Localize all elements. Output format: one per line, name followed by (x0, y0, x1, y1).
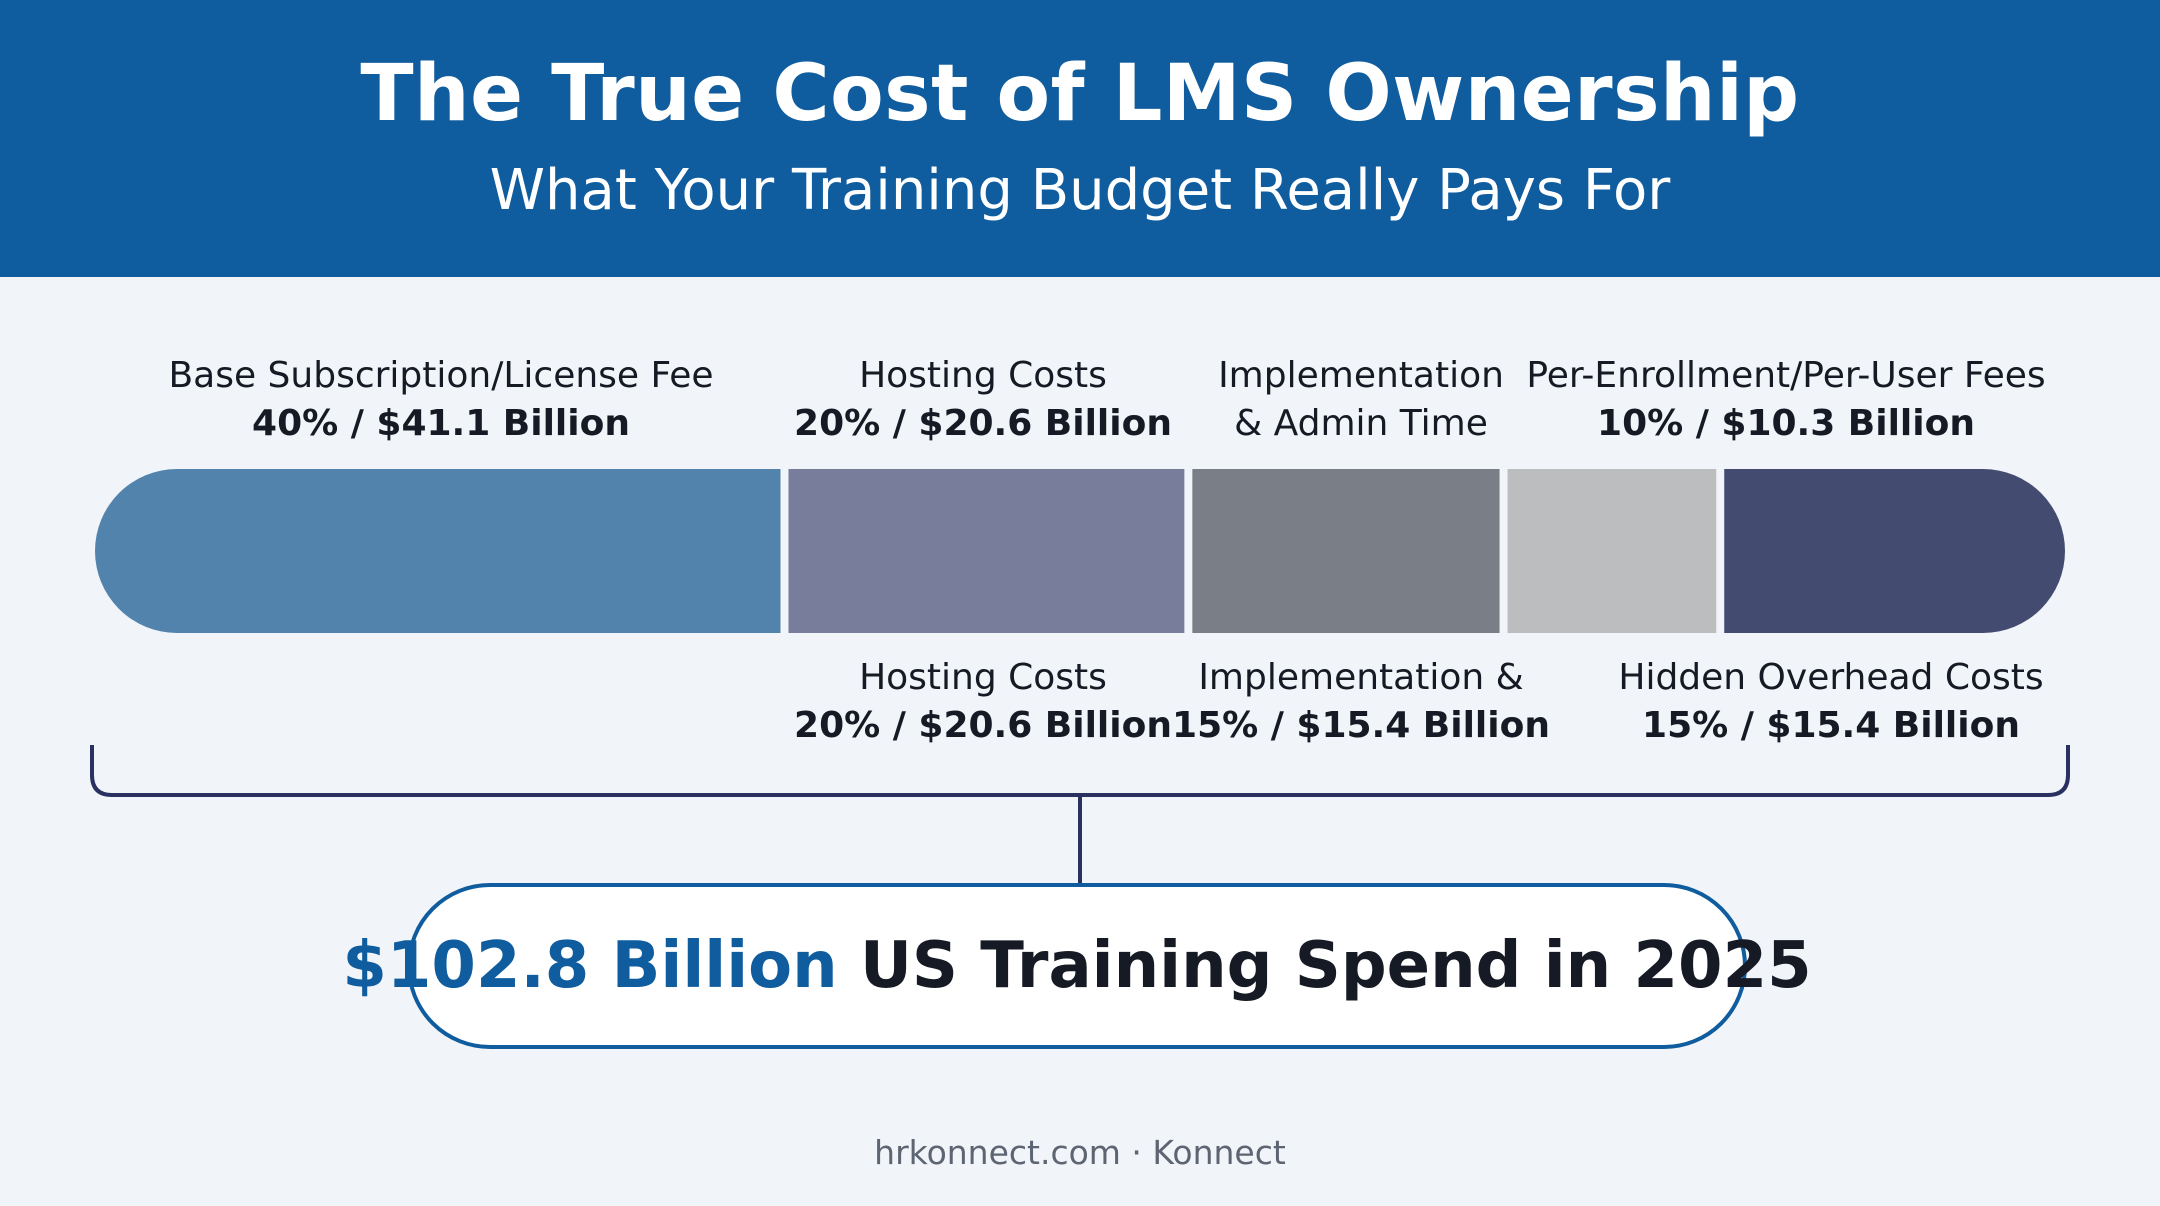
label-name: Per-Enrollment/Per-User Fees (1526, 355, 2046, 396)
total-amount: $102.8 Billion (342, 929, 838, 1003)
label-value: 40% / $41.1 Billion (252, 403, 630, 444)
label-value: 15% / $15.4 Billion (1642, 705, 2020, 746)
bar-segment-3 (1192, 469, 1500, 633)
bar-segment-4 (1507, 469, 1717, 633)
total-description: US Training Spend in 2025 (838, 929, 1812, 1003)
bar-segment-5 (1724, 469, 2065, 633)
total-bracket (90, 745, 2070, 797)
label-name: Base Subscription/License Fee (168, 355, 714, 396)
footer-credit: hrkonnect.com · Konnect (874, 1133, 1286, 1172)
label-bottom-implementation: Implementation & 15% / $15.4 Billion (1171, 654, 1551, 750)
label-top-per-enrollment: Per-Enrollment/Per-User Fees 10% / $10.3… (1526, 352, 2046, 448)
page-subtitle: What Your Training Budget Really Pays Fo… (489, 158, 1671, 223)
bar-segment-2 (788, 469, 1185, 633)
total-text: US Training Spend in 2025 (859, 929, 1812, 1003)
label-name: Implementation & (1198, 657, 1524, 698)
total-spend-pill: $102.8 Billion US Training Spend in 2025 (342, 883, 1812, 1049)
label-top-implementation: Implementation & Admin Time (1211, 352, 1511, 448)
label-name-line2: & Admin Time (1234, 403, 1488, 444)
label-value: 10% / $10.3 Billion (1597, 403, 1975, 444)
label-name: Hosting Costs (859, 657, 1107, 698)
label-name: Implementation (1218, 355, 1504, 396)
label-name: Hidden Overhead Costs (1618, 657, 2044, 698)
label-value: 15% / $15.4 Billion (1172, 705, 1550, 746)
label-top-hosting-costs: Hosting Costs 20% / $20.6 Billion (783, 352, 1183, 448)
label-value: 20% / $20.6 Billion (794, 705, 1172, 746)
label-bottom-hosting-costs: Hosting Costs 20% / $20.6 Billion (783, 654, 1183, 750)
header-banner: The True Cost of LMS Ownership What Your… (0, 0, 2160, 277)
bar-segments (95, 469, 2065, 633)
label-bottom-hidden-overhead: Hidden Overhead Costs 15% / $15.4 Billio… (1611, 654, 2051, 750)
label-value: 20% / $20.6 Billion (794, 403, 1172, 444)
label-top-base-subscription: Base Subscription/License Fee 40% / $41.… (141, 352, 741, 448)
label-name: Hosting Costs (859, 355, 1107, 396)
bar-segment-1 (95, 469, 781, 633)
page-title: The True Cost of LMS Ownership (360, 49, 1800, 139)
